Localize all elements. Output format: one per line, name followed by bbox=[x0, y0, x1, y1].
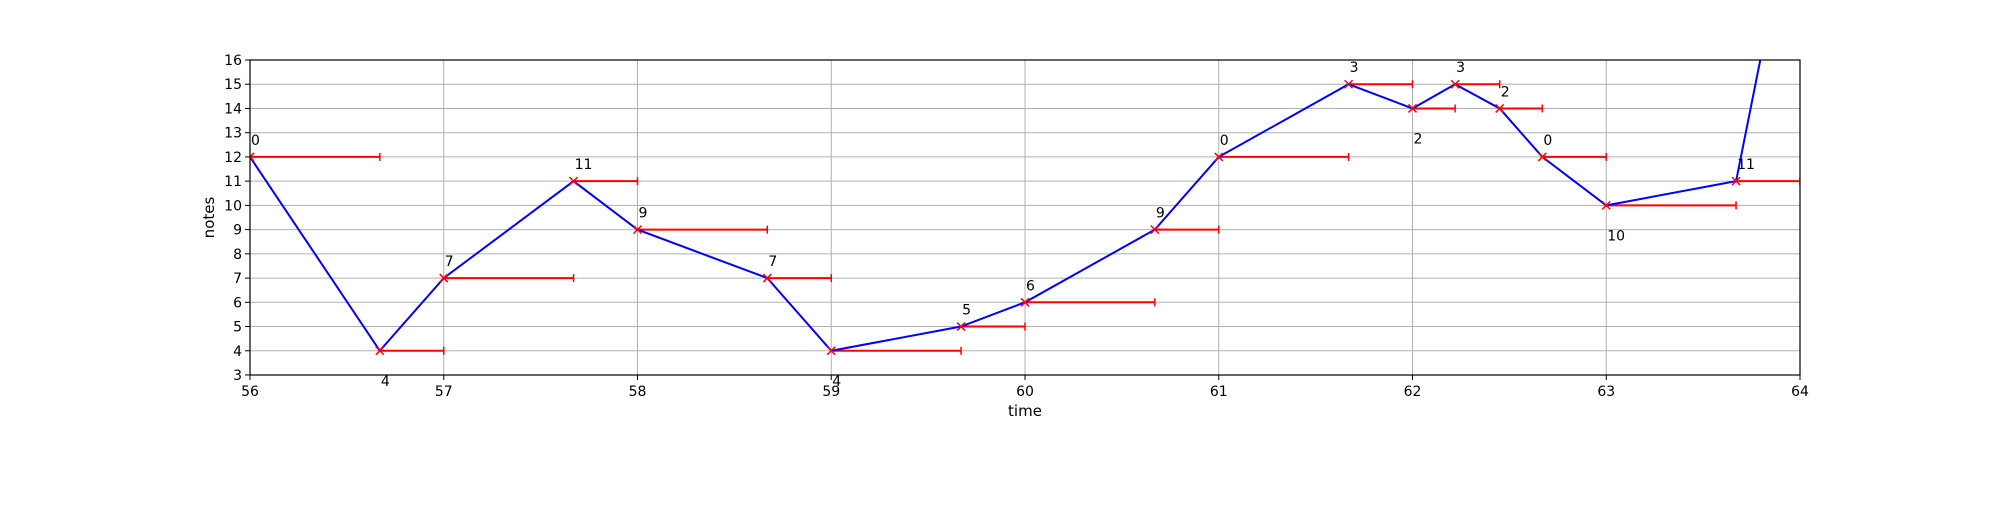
note-marker-stroke bbox=[1407, 103, 1418, 113]
note-label: 0 bbox=[251, 133, 260, 149]
note-marker bbox=[1407, 103, 1418, 113]
y-tick-label: 13 bbox=[224, 126, 242, 142]
note-marker bbox=[1214, 152, 1224, 162]
note-marker-stroke bbox=[1601, 200, 1611, 210]
x-tick-label: 63 bbox=[1597, 384, 1615, 400]
note-label: 7 bbox=[768, 254, 777, 270]
note-marker bbox=[1601, 200, 1611, 210]
note-marker bbox=[1150, 225, 1160, 235]
y-tick-label: 6 bbox=[233, 295, 242, 311]
note-marker-stroke bbox=[1731, 176, 1741, 186]
note-marker-stroke bbox=[632, 225, 643, 235]
y-tick-label: 10 bbox=[224, 198, 242, 214]
note-label: 2 bbox=[1414, 131, 1423, 147]
note-label: 10 bbox=[1607, 228, 1625, 244]
x-tick-label: 58 bbox=[629, 384, 647, 400]
note-marker-stroke bbox=[1214, 152, 1224, 162]
note-marker-stroke bbox=[569, 176, 579, 186]
note-label: 9 bbox=[1156, 206, 1165, 222]
x-tick-label: 57 bbox=[435, 384, 453, 400]
x-tick-label: 62 bbox=[1404, 384, 1422, 400]
x-tick-label: 59 bbox=[822, 384, 840, 400]
note-marker-stroke bbox=[956, 322, 966, 332]
note-label: 9 bbox=[639, 206, 648, 222]
note-label: 3 bbox=[1456, 60, 1465, 76]
note-label: 0 bbox=[1220, 133, 1229, 149]
note-marker-stroke bbox=[1450, 79, 1460, 89]
note-marker-stroke bbox=[1020, 297, 1030, 307]
x-axis-label: time bbox=[1008, 402, 1042, 420]
y-tick-label: 4 bbox=[233, 344, 242, 360]
note-marker bbox=[762, 273, 772, 283]
x-tick-label: 64 bbox=[1791, 384, 1809, 400]
note-marker bbox=[956, 322, 966, 332]
note-marker-stroke bbox=[1150, 225, 1160, 235]
y-tick-label: 11 bbox=[224, 174, 242, 190]
note-label: 5 bbox=[962, 303, 971, 319]
note-marker-stroke bbox=[762, 273, 772, 283]
y-tick-label: 7 bbox=[233, 271, 242, 287]
note-label: 0 bbox=[1543, 133, 1552, 149]
note-marker bbox=[1731, 176, 1741, 186]
y-tick-label: 8 bbox=[233, 247, 242, 263]
y-tick-label: 12 bbox=[224, 150, 242, 166]
y-tick-label: 14 bbox=[224, 101, 242, 117]
note-label: 7 bbox=[445, 254, 454, 270]
note-marker bbox=[1450, 79, 1460, 89]
note-label: 2 bbox=[1501, 84, 1510, 100]
note-marker-stroke bbox=[1344, 79, 1354, 89]
note-label: 4 bbox=[832, 374, 841, 390]
note-marker bbox=[1344, 79, 1354, 89]
y-axis-label: notes bbox=[200, 197, 218, 239]
note-label: 6 bbox=[1026, 278, 1035, 294]
note-marker bbox=[569, 176, 579, 186]
note-marker bbox=[1020, 297, 1030, 307]
y-tick-label: 15 bbox=[224, 77, 242, 93]
x-tick-label: 61 bbox=[1210, 384, 1228, 400]
note-label: 4 bbox=[381, 374, 390, 390]
x-tick-label: 56 bbox=[241, 384, 259, 400]
note-marker-stroke bbox=[439, 273, 449, 283]
note-marker-stroke bbox=[826, 346, 836, 356]
melody-line bbox=[250, 60, 1762, 353]
plot-area bbox=[250, 60, 1800, 356]
y-tick-label: 3 bbox=[233, 368, 242, 384]
note-label: 11 bbox=[1737, 157, 1755, 173]
note-label: 3 bbox=[1350, 60, 1359, 76]
note-marker bbox=[1495, 103, 1505, 113]
x-tick-label: 60 bbox=[1016, 384, 1034, 400]
note-marker bbox=[826, 346, 836, 356]
note-marker-stroke bbox=[250, 155, 255, 162]
axes-frame bbox=[245, 59, 1801, 380]
y-tick-label: 5 bbox=[233, 320, 242, 336]
note-marker-stroke bbox=[1537, 152, 1547, 162]
note-marker bbox=[375, 346, 385, 356]
note-label: 11 bbox=[575, 157, 593, 173]
y-tick-label: 16 bbox=[224, 53, 242, 69]
y-tick-label: 9 bbox=[233, 223, 242, 239]
note-marker bbox=[632, 225, 643, 235]
note-marker-stroke bbox=[375, 346, 385, 356]
note-marker-stroke bbox=[250, 152, 255, 158]
note-marker bbox=[439, 273, 449, 283]
note-marker bbox=[250, 152, 255, 162]
note-marker-stroke bbox=[1495, 103, 1505, 113]
note-marker bbox=[1537, 152, 1547, 162]
